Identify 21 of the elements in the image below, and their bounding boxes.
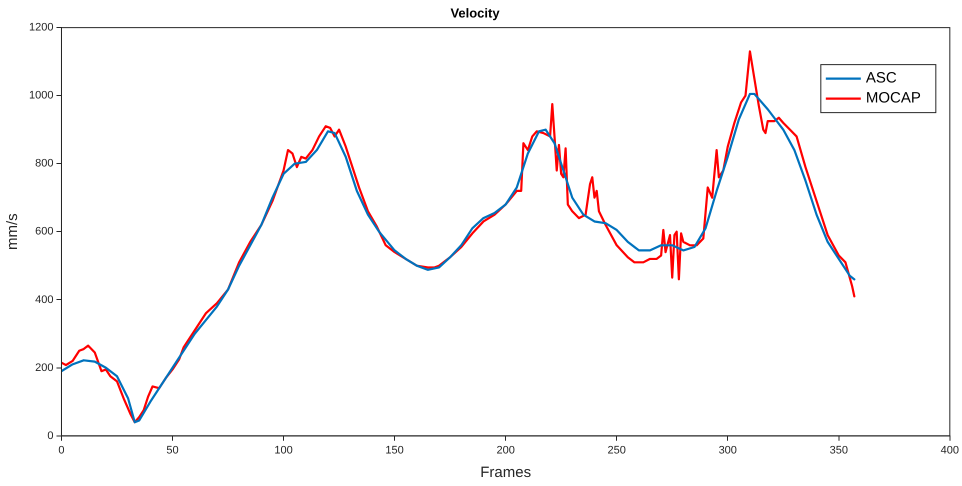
legend-label: MOCAP xyxy=(866,90,921,107)
x-tick-label: 250 xyxy=(608,444,626,456)
chart-title: Velocity xyxy=(450,5,500,20)
y-tick-label: 200 xyxy=(35,362,54,374)
y-tick-label: 600 xyxy=(35,226,54,238)
y-tick-label: 400 xyxy=(35,294,54,306)
x-tick-label: 150 xyxy=(385,444,404,456)
x-tick-label: 50 xyxy=(166,444,179,456)
x-axis-title: Frames xyxy=(480,464,532,482)
x-tick-label: 350 xyxy=(830,444,848,456)
y-tick-label: 0 xyxy=(47,430,54,442)
y-axis-title: mm/s xyxy=(4,213,22,250)
y-tick-label: 1200 xyxy=(28,22,54,34)
x-tick-label: 300 xyxy=(718,444,737,456)
x-tick-label: 400 xyxy=(940,444,960,456)
x-tick-label: 0 xyxy=(58,444,65,456)
y-tick-label: 800 xyxy=(35,158,54,170)
x-tick-label: 100 xyxy=(274,444,293,456)
x-tick-label: 200 xyxy=(496,444,515,456)
legend-label: ASC xyxy=(866,70,897,87)
y-tick-label: 1000 xyxy=(28,90,54,102)
